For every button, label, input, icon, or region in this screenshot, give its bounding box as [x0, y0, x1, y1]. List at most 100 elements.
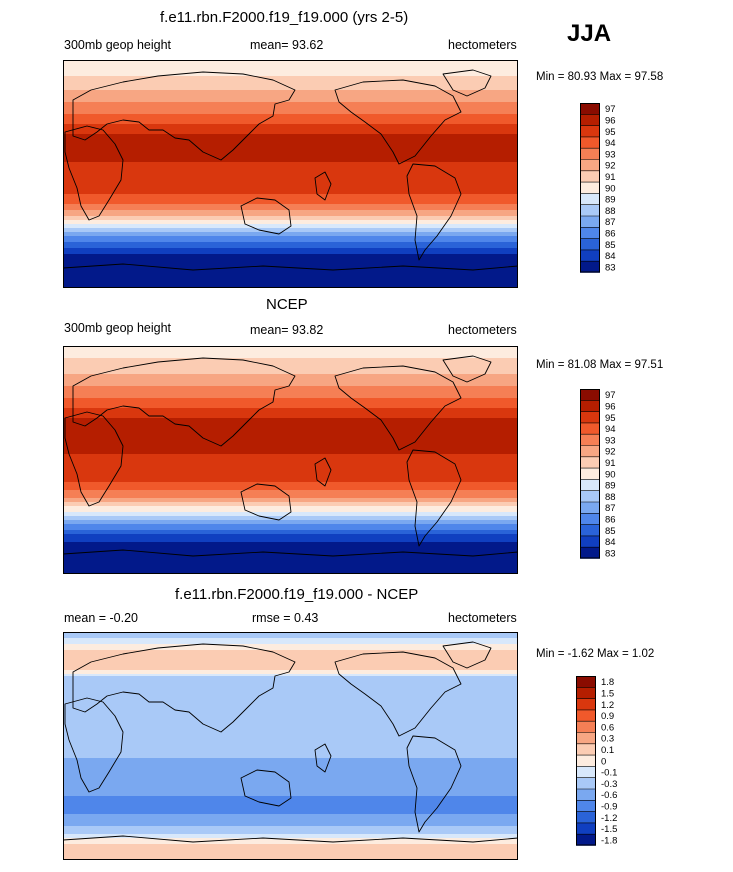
map-band [63, 568, 518, 571]
map-band [63, 540, 518, 543]
colorbar-swatch [580, 456, 600, 469]
coastline [72, 643, 296, 733]
map-band [63, 228, 518, 231]
map-band [63, 798, 518, 801]
map-band [63, 90, 518, 93]
colorbar-tick-label: 92 [605, 161, 616, 172]
map-band [63, 156, 518, 159]
map-band [63, 848, 518, 851]
map-band [63, 644, 518, 647]
map-band [63, 270, 518, 273]
map-band [63, 262, 518, 265]
map-band [63, 532, 518, 535]
map-band [63, 106, 518, 109]
colorbar-tick-label: 92 [605, 447, 616, 458]
colorbar-swatch [580, 148, 600, 160]
map-band [63, 118, 518, 121]
map-band [63, 136, 518, 139]
map-band [63, 278, 518, 281]
map-band [63, 170, 518, 173]
map-band [63, 144, 518, 147]
map-band [63, 362, 518, 365]
panel3-map-svg [63, 632, 518, 860]
map-band [63, 824, 518, 827]
colorbar-swatch [580, 182, 600, 194]
map-band [63, 688, 518, 691]
map-band [63, 62, 518, 65]
map-band [63, 744, 518, 747]
map-band [63, 498, 518, 501]
map-band [63, 130, 518, 133]
map-band [63, 426, 518, 429]
map-band [63, 402, 518, 405]
coastline [240, 483, 292, 521]
panel2-minmax: Min = 81.08 Max = 97.51 [536, 359, 664, 371]
colorbar-swatch [580, 125, 600, 138]
coastline [314, 743, 332, 773]
map-band [63, 374, 518, 377]
panel3-mean-label: mean = -0.20 [64, 611, 139, 625]
map-band [63, 646, 518, 649]
map-band [63, 526, 518, 529]
map-band [63, 760, 518, 763]
colorbar-swatch [576, 732, 596, 745]
colorbar-swatch [576, 698, 596, 711]
coastline [72, 357, 296, 447]
map-band [63, 436, 518, 439]
map-band [63, 116, 518, 119]
map-band [63, 86, 518, 89]
coastline [442, 641, 492, 669]
coastline [63, 263, 518, 288]
map-band [63, 560, 518, 563]
map-band [63, 832, 518, 835]
map-band [63, 238, 518, 241]
map-band [63, 398, 518, 401]
map-frame [63, 60, 518, 288]
map-band [63, 448, 518, 451]
colorbar-swatch [576, 811, 596, 824]
map-band [63, 82, 518, 85]
colorbar-swatch [580, 524, 600, 537]
colorbar-swatch [580, 434, 600, 446]
map-band [63, 684, 518, 687]
map-band [63, 240, 518, 243]
map-band [63, 134, 518, 137]
map-band [63, 678, 518, 681]
map-band [63, 264, 518, 267]
colorbar-swatch [580, 490, 600, 503]
colorbar-swatch [580, 479, 600, 491]
map-band [63, 418, 518, 421]
colorbar-swatch [576, 743, 596, 756]
map-band [63, 168, 518, 171]
panel2-mean-label: mean= 93.82 [250, 323, 324, 337]
map-band [63, 854, 518, 857]
colorbar-swatch [580, 400, 600, 412]
map-band [63, 762, 518, 765]
panel1-minmax: Min = 80.93 Max = 97.58 [536, 71, 664, 83]
map-band [63, 738, 518, 741]
colorbar-swatch [580, 193, 600, 205]
panel2-left-label: 300mb geop height [64, 321, 172, 335]
colorbar-swatch [580, 535, 600, 548]
map-band [63, 386, 518, 389]
map-band [63, 730, 518, 733]
map-band [63, 672, 518, 675]
colorbar-tick-label: -0.6 [601, 790, 617, 801]
map-band [63, 108, 518, 111]
map-band [63, 352, 518, 355]
map-band [63, 152, 518, 155]
map-band [63, 666, 518, 669]
colorbar-border [580, 389, 600, 559]
map-band [63, 840, 518, 843]
map-band [63, 444, 518, 447]
map-band [63, 180, 518, 183]
map-band [63, 256, 518, 259]
colorbar-tick-label: 0.9 [601, 711, 614, 722]
map-band [63, 674, 518, 677]
colorbar-tick-label: 95 [605, 127, 616, 138]
map-band [63, 272, 518, 275]
map-band [63, 544, 518, 547]
map-band [63, 512, 518, 515]
colorbar-tick-label: 95 [605, 413, 616, 424]
map-band [63, 148, 518, 151]
